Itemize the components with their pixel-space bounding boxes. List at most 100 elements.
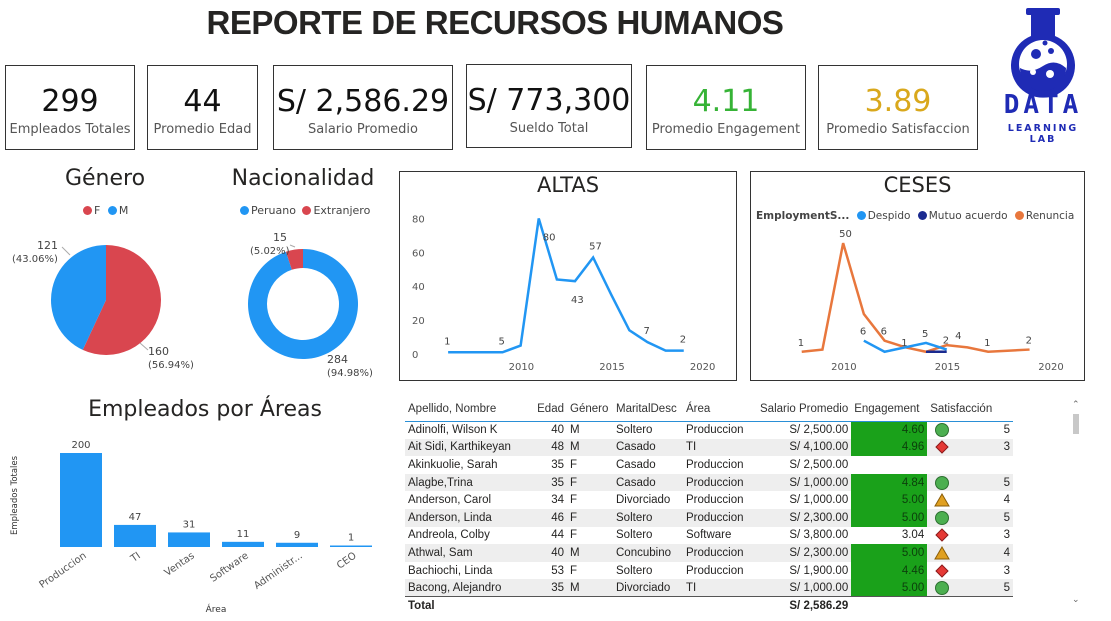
nacionalidad-donut-chart[interactable]: 15 (5.02%) 284 (94.98%) — [215, 225, 395, 385]
table-total-row: Total S/ 2,586.29 — [405, 596, 1013, 615]
cell-genero: F — [570, 529, 578, 542]
cell-satisfaccion: 5 — [1003, 424, 1010, 437]
x-tick-label: 2015 — [935, 362, 960, 373]
cell-genero: F — [567, 473, 613, 492]
data-label: 1 — [984, 338, 990, 349]
x-tick-label: 2020 — [690, 362, 715, 373]
kpi-card-salario[interactable]: S/ 2,586.29 Salario Promedio — [273, 65, 453, 150]
cell-sat-icon — [927, 473, 958, 492]
x-category-label: CEO — [335, 550, 359, 571]
kpi-card-empleados[interactable]: 299 Empleados Totales — [5, 65, 135, 150]
table-row[interactable]: Andreola, Colby 44 F Soltero Software S/ 3,80… — [405, 527, 1013, 545]
col-header-salario[interactable]: Salario Promedio — [757, 397, 852, 422]
col-header-satisfaccion[interactable]: Satisfacción — [927, 397, 1013, 422]
leader-line — [139, 342, 149, 351]
kpi-card-edad[interactable]: 44 Promedio Edad — [147, 65, 258, 150]
ceses-series-renuncia[interactable] — [801, 242, 1030, 354]
altas-panel[interactable]: ALTAS 0 20 40 60 80 2010 2015 2020 1 5 80 43 57 7 2 — [399, 171, 737, 381]
kpi-value: S/ 773,300 — [467, 83, 631, 118]
bar-ventas[interactable] — [168, 532, 210, 547]
table-row[interactable]: Adinolfi, Wilson K 40 M Soltero Produccion S/… — [405, 421, 1013, 439]
col-header-genero[interactable]: Género — [567, 397, 613, 422]
y-tick-label: 80 — [412, 214, 425, 225]
scroll-up-icon[interactable]: ⌃ — [1072, 400, 1080, 410]
cell-marital: Soltero — [616, 564, 653, 577]
areas-bar-chart[interactable]: 200 Produccion 47 TI 31 Ventas 11 Software 9 Admi… — [0, 425, 390, 621]
kpi-label: Promedio Engagement — [651, 122, 801, 137]
data-label: 43 — [571, 295, 584, 306]
employees-table[interactable]: Apellido, Nombre Edad Género MaritalDesc… — [405, 397, 1065, 615]
table-scrollbar[interactable]: ⌃ ⌄ — [1070, 400, 1082, 605]
legend-label: Peruano — [251, 204, 296, 217]
x-tick-label: 2020 — [1038, 362, 1063, 373]
cell-satisfaccion: 3 — [957, 438, 1013, 457]
triangle-icon — [934, 493, 951, 507]
cell-area: Produccion — [686, 494, 744, 507]
col-header-engagement[interactable]: Engagement — [851, 397, 928, 422]
nacionalidad-legend[interactable]: Peruano Extranjero — [240, 204, 370, 217]
kpi-card-engagement[interactable]: 4.11 Promedio Engagement — [646, 65, 806, 150]
ceses-series-despido[interactable] — [863, 339, 948, 354]
table-row[interactable]: Bacong, Alejandro 35 M Divorciado TI S/ 1,000… — [405, 579, 1013, 597]
col-header-marital[interactable]: MaritalDesc — [613, 397, 683, 422]
donut-slice-peruano[interactable] — [247, 249, 358, 359]
bar-software[interactable] — [222, 541, 264, 547]
table-row[interactable]: Akinkuolie, Sarah 35 F Casado Produccion S/ 2… — [405, 456, 1013, 474]
table-row[interactable]: Anderson, Linda 46 F Soltero Produccion S/ 2,… — [405, 508, 1013, 527]
table-row[interactable]: Anderson, Carol 34 F Divorciado Produccion S/… — [405, 491, 1013, 509]
altas-series-line[interactable] — [448, 218, 684, 354]
diamond-icon — [935, 440, 949, 455]
bar-ti[interactable] — [114, 524, 156, 547]
cell-engagement: 4.84 — [851, 473, 928, 492]
cell-area: Produccion — [686, 458, 744, 471]
genero-pie-chart[interactable]: 121 (43.06%) 160 (56.94%) — [0, 225, 210, 385]
ceses-legend[interactable]: EmploymentS... Despido Mutuo acuerdo Ren… — [756, 210, 1074, 222]
ceses-panel[interactable]: CESES EmploymentS... Despido Mutuo acuer… — [750, 171, 1085, 381]
donut-slice-extranjero[interactable] — [285, 249, 303, 270]
x-category-label: Produccion — [38, 550, 89, 590]
cell-area: Produccion — [686, 424, 744, 437]
cell-edad: 34 — [551, 494, 564, 507]
legend-label: Extranjero — [313, 204, 371, 217]
cell-marital: Divorciado — [613, 579, 683, 597]
x-category-label: Ventas — [163, 550, 197, 578]
cell-salario: S/ 2,300.00 — [757, 544, 852, 562]
cell-satisfaccion: 3 — [1003, 564, 1010, 577]
kpi-card-sueldo[interactable]: S/ 773,300 Sueldo Total — [466, 64, 632, 148]
table-row[interactable]: Athwal, Sam 40 M Concubino Produccion S/ 2,30… — [405, 544, 1013, 562]
cell-marital: Casado — [613, 438, 683, 457]
kpi-card-satisfaccion[interactable]: 3.89 Promedio Satisfaccion — [818, 65, 978, 150]
kpi-label: Sueldo Total — [509, 121, 589, 136]
table-row[interactable]: Bachiochi, Linda 53 F Soltero Produccion S/ 1… — [405, 561, 1013, 580]
cell-salario: S/ 1,000.00 — [789, 494, 849, 507]
cell-sat-icon — [927, 562, 957, 580]
kpi-label: Promedio Satisfaccion — [826, 122, 970, 137]
bar-administr[interactable] — [276, 542, 318, 547]
bar-value-label: 11 — [237, 529, 250, 540]
col-header-nombre[interactable]: Apellido, Nombre — [405, 397, 529, 422]
data-label: 1 — [901, 338, 907, 349]
pie-slice-f[interactable] — [82, 245, 162, 355]
cell-marital: Concubino — [613, 544, 683, 562]
cell-sat-icon — [927, 421, 957, 439]
pie-slice-m[interactable] — [51, 245, 106, 350]
circle-icon — [935, 475, 950, 490]
cell-salario: S/ 1,000.00 — [757, 473, 852, 492]
col-header-area[interactable]: Área — [683, 397, 757, 422]
cell-engagement — [851, 456, 927, 474]
scroll-thumb[interactable] — [1073, 414, 1079, 434]
table-row[interactable]: Ait Sidi, Karthikeyan 48 M Casado TI S/ 4,100… — [405, 438, 1013, 457]
altas-line-chart[interactable]: 0 20 40 60 80 2010 2015 2020 1 5 80 43 57 7 2 — [400, 172, 736, 380]
legend-dot-mutuo — [917, 211, 927, 220]
data-label: 6 — [881, 327, 887, 338]
scroll-down-icon[interactable]: ⌄ — [1072, 595, 1080, 605]
altas-title: ALTAS — [536, 173, 600, 197]
data-label: 4 — [955, 331, 961, 342]
col-header-edad[interactable]: Edad — [529, 397, 567, 422]
genero-legend[interactable]: F M — [83, 204, 128, 217]
bar-ceo[interactable] — [330, 545, 372, 548]
data-label: 2 — [943, 336, 949, 347]
bar-produccion[interactable] — [60, 453, 102, 547]
table-row[interactable]: Alagbe,Trina 35 F Casado Produccion S/ 1,000.… — [405, 473, 1013, 492]
